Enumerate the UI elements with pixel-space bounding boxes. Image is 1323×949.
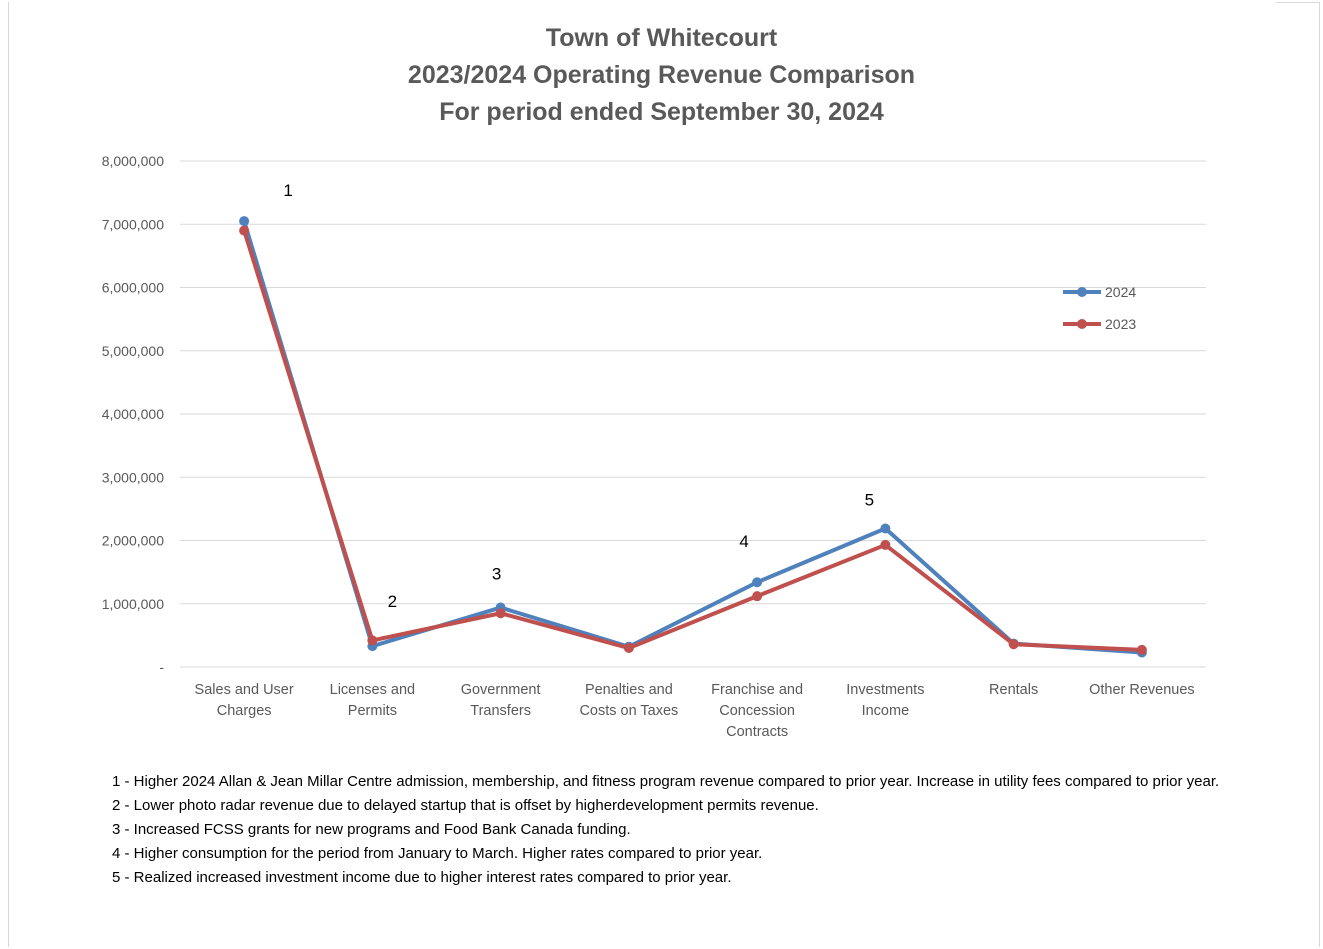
series-line-2023 — [242, 228, 1144, 652]
data-point-2024 — [880, 523, 891, 534]
annotation-1: 1 — [283, 181, 292, 200]
series-line-2024 — [242, 219, 1144, 655]
data-point-2023 — [623, 643, 634, 654]
chart-title: Town of Whitecourt 2023/2024 Operating R… — [0, 20, 1323, 131]
footnote-3: 3 - Increased FCSS grants for new progra… — [112, 821, 631, 838]
y-tick-label: 1,000,000 — [102, 596, 164, 612]
legend-label-2023: 2023 — [1105, 316, 1136, 332]
data-point-2023 — [752, 591, 763, 602]
data-point-2023 — [1008, 639, 1019, 650]
data-point-2023 — [495, 608, 506, 619]
x-tick-label-line: Licenses and — [330, 682, 415, 698]
y-tick-label: 2,000,000 — [102, 533, 164, 549]
data-point-2023 — [880, 539, 891, 550]
footnote-2: 2 - Lower photo radar revenue due to del… — [112, 797, 819, 814]
x-tick-label-line: Other Revenues — [1089, 682, 1195, 698]
x-tick-label-line: Government — [461, 682, 541, 698]
legend-marker-2023 — [1077, 319, 1087, 329]
y-tick-label: 6,000,000 — [102, 280, 164, 296]
x-tick-label: Rentals — [989, 682, 1038, 698]
y-tick-label: 5,000,000 — [102, 343, 164, 359]
x-tick-label-line: Rentals — [989, 682, 1038, 698]
x-tick-label-line: Costs on Taxes — [579, 703, 678, 719]
data-point-2024 — [752, 577, 763, 588]
x-tick-label-line: Permits — [348, 703, 397, 719]
y-tick-label: 7,000,000 — [102, 216, 164, 232]
data-point-2023 — [367, 635, 378, 646]
legend-label-2024: 2024 — [1105, 284, 1136, 300]
legend-marker-2024 — [1077, 287, 1087, 297]
chart-frame — [8, 2, 1320, 947]
data-point-2024 — [239, 216, 250, 227]
y-tick-label: 3,000,000 — [102, 469, 164, 485]
x-tick-label: Licenses and Permits — [330, 682, 415, 719]
annotation-3: 3 — [492, 565, 501, 584]
x-tick-label: Government Transfers — [461, 682, 541, 719]
x-tick-label-line: Franchise and — [711, 682, 803, 698]
x-tick-label-line: Investments — [846, 682, 924, 698]
x-tick-label: Sales and User Charges — [195, 682, 294, 719]
y-tick-label: 4,000,000 — [102, 406, 164, 422]
x-tick-label-line: Penalties and — [585, 682, 673, 698]
x-tick-label-line: Contracts — [726, 724, 788, 740]
annotation-5: 5 — [865, 491, 874, 510]
chart-title-line-2: 2023/2024 Operating Revenue Comparison — [407, 61, 916, 89]
x-tick-label: Investments Income — [846, 682, 924, 719]
footnote-4: 4 - Higher consumption for the period fr… — [112, 845, 763, 862]
footnotes: 1 - Higher 2024 Allan & Jean Millar Cent… — [112, 770, 1252, 890]
x-tick-label-line: Sales and User — [195, 682, 294, 698]
footnote-1: 1 - Higher 2024 Allan & Jean Millar Cent… — [112, 773, 1220, 790]
x-tick-label: Penalties and Costs on Taxes — [579, 682, 678, 719]
x-tick-label-line: Charges — [217, 703, 272, 719]
chart-title-line-1: Town of Whitecourt — [545, 24, 778, 52]
data-point-2023 — [1136, 644, 1147, 655]
x-tick-label: Other Revenues — [1089, 682, 1195, 698]
line-chart: - 1,000,000 2,000,000 3,000,000 4,000,000 5,0… — [102, 153, 1206, 740]
y-tick-label: 8,000,000 — [102, 153, 164, 169]
y-tick-label: - — [159, 659, 164, 675]
chart-title-line-3: For period ended September 30, 2024 — [439, 98, 884, 126]
x-tick-label-line: Income — [862, 703, 910, 719]
x-tick-label: Franchise and Concession Contracts — [711, 682, 803, 740]
x-tick-label-line: Transfers — [470, 703, 531, 719]
data-point-2023 — [239, 225, 250, 236]
annotation-4: 4 — [739, 532, 748, 551]
frame-top-rule — [1276, 2, 1320, 3]
annotation-2: 2 — [388, 592, 397, 611]
footnote-5: 5 - Realized increased investment income… — [112, 869, 732, 886]
x-tick-label-line: Concession — [719, 703, 795, 719]
